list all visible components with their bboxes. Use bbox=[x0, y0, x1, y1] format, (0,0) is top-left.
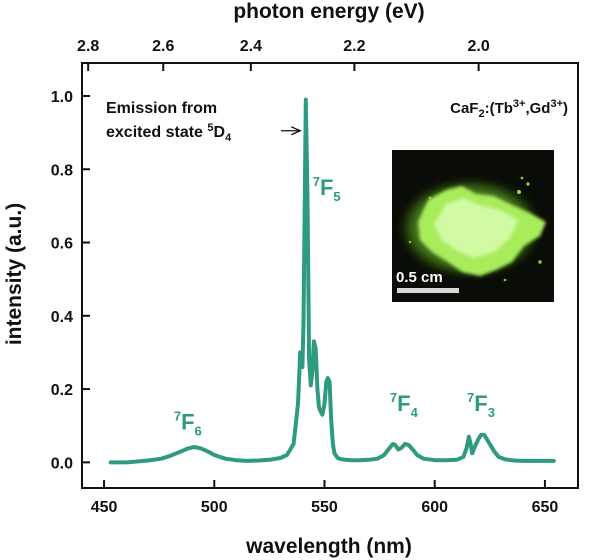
x-tick-label: 650 bbox=[532, 499, 559, 516]
peak-label-F5: 7F5 bbox=[313, 174, 341, 204]
top-tick-label: 2.8 bbox=[77, 38, 99, 55]
series-line-emission bbox=[108, 97, 556, 465]
y-tick-label: 1.0 bbox=[51, 89, 73, 106]
inset-speck bbox=[538, 260, 542, 264]
bottom-axis-title: wavelength (nm) bbox=[245, 535, 412, 558]
scale-bar bbox=[397, 288, 459, 293]
y-tick-label: 0.8 bbox=[51, 162, 73, 179]
x-tick-label: 600 bbox=[421, 499, 448, 516]
plot-frame bbox=[81, 62, 579, 489]
annotation-arrowhead bbox=[290, 126, 302, 136]
x-tick-label: 550 bbox=[311, 499, 338, 516]
y-tick-label: 0.6 bbox=[51, 236, 73, 253]
annotation-line1: Emission from bbox=[106, 100, 217, 117]
inset-powder-core bbox=[434, 198, 518, 258]
y-axis-title: intensity (a.u.) bbox=[3, 203, 26, 345]
peak-label-F6: 7F6 bbox=[174, 408, 202, 438]
peak-label-F3: 7F3 bbox=[467, 390, 495, 420]
top-tick-label: 2.2 bbox=[343, 38, 365, 55]
top-tick-label: 2.6 bbox=[152, 38, 174, 55]
peak-label-F4: 7F4 bbox=[390, 390, 419, 420]
inset-speck bbox=[503, 278, 507, 282]
inset-speck bbox=[428, 196, 432, 200]
annotation-line2: excited state 5D4 bbox=[106, 122, 232, 144]
x-tick-label: 500 bbox=[201, 499, 228, 516]
sample-label: CaF2:(Tb3+,Gd3+) bbox=[450, 98, 568, 120]
y-tick-label: 0.2 bbox=[51, 382, 73, 399]
axis-ticks: 450 500 550 600 650 0.0 0.2 0.4 0.6 0.8 1.0 2.8 2.6 2… bbox=[51, 38, 559, 516]
inset-speck bbox=[520, 176, 524, 180]
y-tick-label: 0.4 bbox=[51, 309, 73, 326]
top-tick-label: 2.4 bbox=[240, 38, 262, 55]
x-tick-label: 450 bbox=[91, 499, 118, 516]
inset-speck bbox=[526, 182, 530, 186]
inset-speck bbox=[517, 190, 521, 194]
top-tick-label: 2.0 bbox=[467, 38, 489, 55]
top-axis-title: photon energy (eV) bbox=[233, 0, 424, 23]
y-tick-label: 0.0 bbox=[51, 455, 73, 472]
scale-bar-label: 0.5 cm bbox=[396, 269, 443, 286]
inset-speck bbox=[408, 240, 412, 244]
peak-labels: 7F6 7F5 7F4 7F3 bbox=[174, 174, 495, 438]
inset-photo: 0.5 cm bbox=[392, 150, 554, 302]
series-group bbox=[108, 97, 556, 465]
